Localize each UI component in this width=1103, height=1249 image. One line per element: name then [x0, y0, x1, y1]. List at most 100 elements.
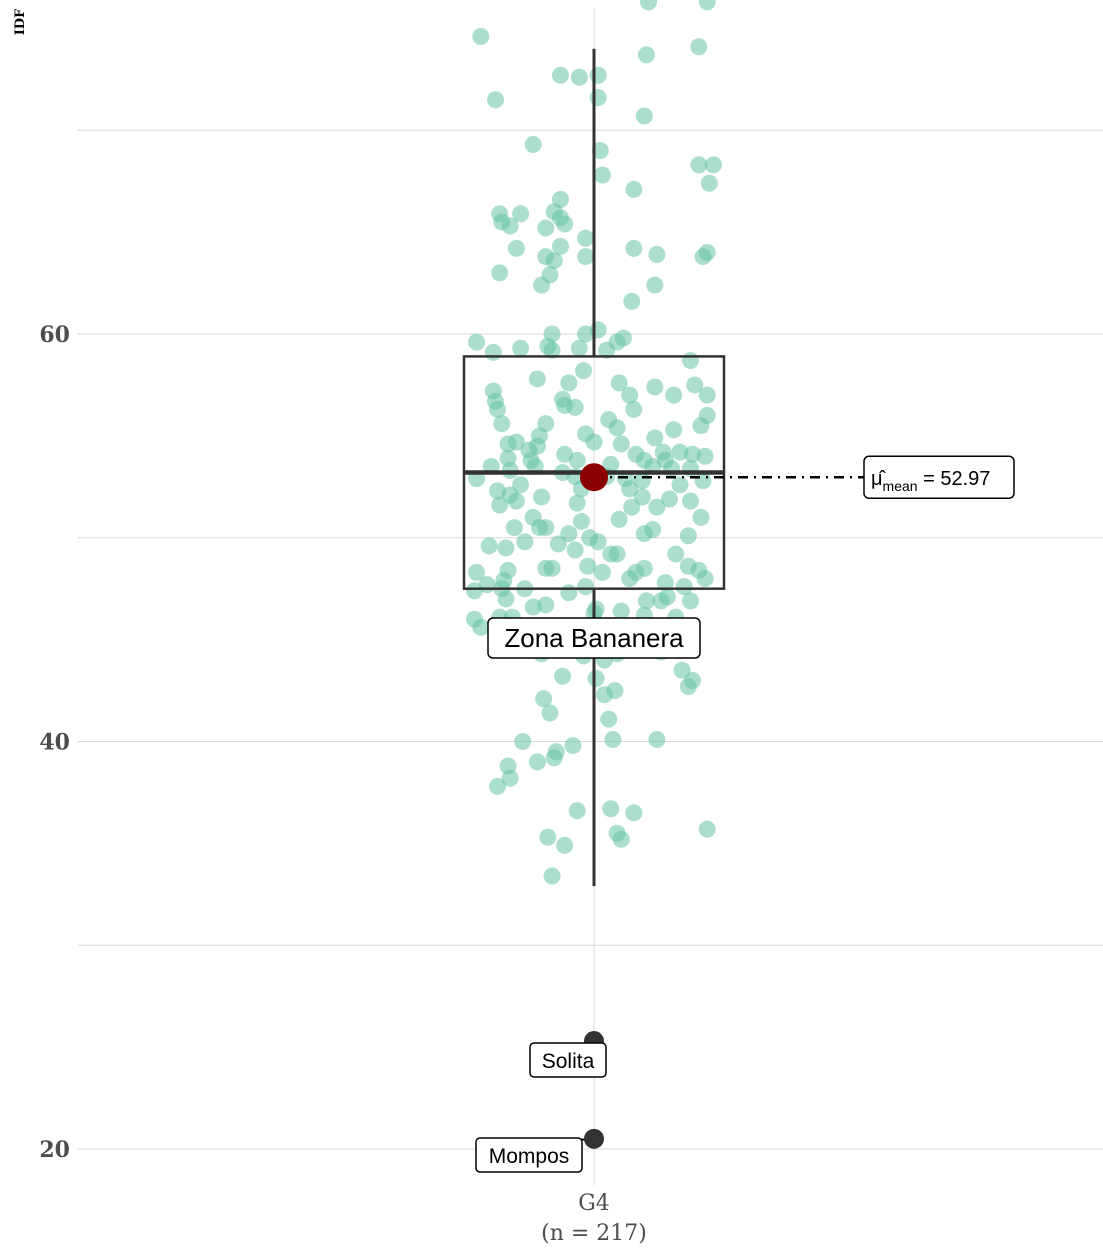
data-point — [514, 733, 532, 750]
data-point — [612, 830, 630, 848]
data-point — [621, 480, 639, 498]
data-point — [593, 563, 611, 581]
data-point — [577, 325, 595, 343]
data-point — [480, 537, 498, 555]
data-point — [621, 570, 639, 587]
data-point — [493, 415, 511, 433]
data-point — [690, 38, 708, 56]
y-tick-label: 20 — [39, 1137, 70, 1163]
data-point — [589, 89, 607, 107]
data-point — [648, 730, 666, 748]
data-point — [537, 596, 555, 614]
data-point — [560, 584, 578, 602]
data-point — [486, 91, 504, 109]
data-point — [587, 669, 605, 687]
data-point — [568, 494, 586, 512]
data-point — [568, 451, 586, 469]
data-point — [625, 400, 643, 418]
data-point — [692, 417, 710, 435]
data-point — [698, 386, 716, 404]
data-point — [692, 508, 710, 526]
data-point — [512, 476, 530, 494]
data-point — [528, 753, 546, 771]
data-point — [585, 433, 603, 451]
data-point — [541, 704, 559, 722]
data-point — [570, 339, 588, 357]
data-point — [698, 820, 716, 838]
data-point — [566, 541, 584, 559]
data-point — [537, 219, 555, 237]
data-point — [564, 737, 582, 755]
data-point — [671, 443, 689, 461]
data-point — [539, 828, 557, 846]
data-point — [621, 386, 639, 404]
data-point — [600, 710, 618, 728]
data-point — [646, 429, 664, 447]
data-point — [572, 512, 590, 530]
data-point — [465, 582, 483, 600]
annotations: μ̂mean = 52.97 Zona Bananera Solita Mompos — [475, 455, 1015, 1173]
data-point — [679, 527, 697, 545]
data-point — [499, 435, 517, 453]
mean-point — [580, 463, 608, 492]
y-tick-labels: 20 40 60 — [39, 322, 70, 1163]
data-point — [501, 217, 519, 235]
data-point — [696, 447, 714, 465]
data-point — [593, 166, 611, 184]
data-point — [491, 264, 509, 282]
data-point — [694, 248, 712, 266]
data-point — [610, 374, 628, 392]
data-point — [625, 180, 643, 198]
data-point — [566, 398, 584, 416]
mean-label-box — [863, 455, 1015, 499]
data-point — [535, 690, 553, 708]
data-point — [497, 539, 515, 557]
y-axis-label: IDF — [13, 8, 28, 35]
data-point — [673, 661, 691, 679]
data-point — [602, 800, 620, 818]
data-point — [575, 362, 593, 380]
data-point — [501, 769, 519, 787]
data-point — [608, 419, 626, 437]
data-point — [512, 339, 530, 357]
data-point — [468, 333, 486, 351]
data-point — [512, 205, 530, 223]
data-point — [681, 592, 699, 610]
data-point — [507, 492, 525, 510]
data-point — [700, 174, 718, 192]
y-tick-label: 40 — [39, 730, 70, 756]
median-label-box — [487, 617, 701, 659]
data-point — [686, 376, 704, 394]
data-point — [660, 490, 678, 508]
data-point — [528, 370, 546, 388]
data-point — [484, 343, 502, 361]
y-tick-label: 60 — [39, 322, 70, 348]
data-point — [537, 559, 555, 577]
x-tick-label-category: G4 — [578, 1191, 610, 1216]
data-point — [554, 667, 572, 685]
data-point — [646, 378, 664, 396]
data-point — [551, 237, 569, 255]
data-point — [633, 488, 651, 506]
outlier-label: Mompos — [489, 1145, 570, 1168]
data-point — [551, 66, 569, 84]
data-point — [681, 492, 699, 510]
data-point — [577, 578, 595, 596]
data-point — [696, 570, 714, 587]
data-point — [507, 239, 525, 257]
data-point — [468, 563, 486, 581]
data-point — [602, 545, 620, 563]
data-point — [637, 592, 655, 610]
data-point — [556, 445, 574, 463]
data-point — [524, 598, 542, 616]
data-point — [648, 498, 666, 516]
data-point — [489, 400, 507, 418]
data-point — [705, 156, 723, 174]
mean-label: μ̂mean = 52.97 — [871, 468, 990, 494]
data-point — [577, 229, 595, 247]
data-point — [667, 545, 685, 563]
data-point — [545, 252, 563, 270]
data-point — [648, 246, 666, 264]
data-point — [589, 66, 607, 84]
